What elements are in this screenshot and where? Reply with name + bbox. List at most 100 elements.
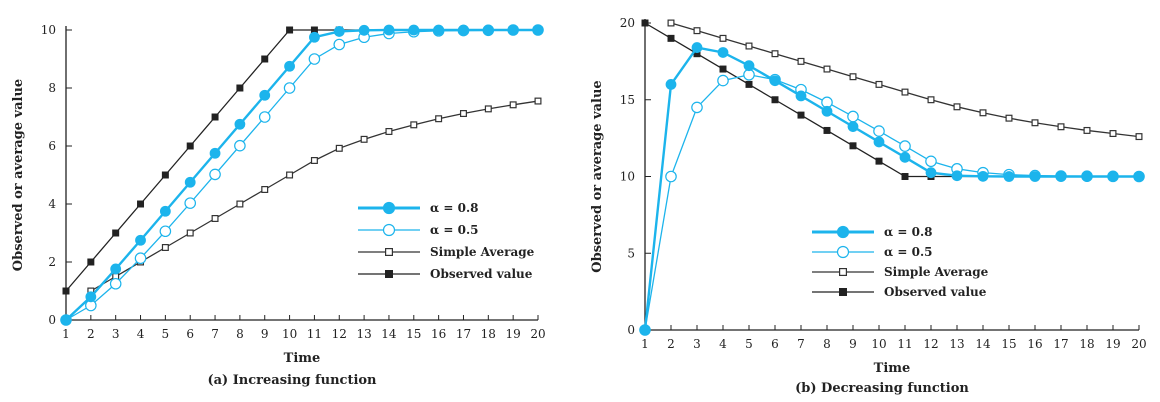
data-point (899, 140, 911, 152)
data-point (258, 111, 271, 123)
data-point (849, 142, 857, 150)
data-point (769, 75, 781, 87)
y-tick-label: 10 (620, 170, 635, 184)
y-axis-label: Observed or average value (11, 79, 26, 271)
y-tick-label: 6 (48, 139, 56, 153)
x-tick-label: 11 (307, 327, 322, 341)
data-point (667, 34, 675, 42)
data-point (60, 314, 72, 326)
x-tick-label: 13 (356, 327, 371, 341)
data-point (209, 147, 221, 159)
x-tick-label: 20 (1131, 337, 1146, 351)
x-tick-label: 11 (897, 337, 912, 351)
y-tick-label: 5 (627, 246, 635, 260)
data-point (234, 118, 246, 130)
data-point (135, 234, 146, 246)
chart-caption: (a) Increasing function (207, 373, 377, 388)
data-point (134, 252, 147, 265)
x-tick-label: 9 (849, 337, 857, 351)
y-tick-label: 2 (48, 255, 56, 269)
x-tick-label: 15 (1001, 337, 1016, 351)
data-point (333, 26, 345, 37)
data-point (458, 24, 469, 36)
series-observed-value (641, 19, 1143, 180)
data-point (408, 24, 420, 36)
x-axis-label: Time (874, 361, 911, 376)
series-line (644, 22, 1139, 178)
data-point (639, 324, 651, 336)
y-axis-label: Observed or average value (590, 80, 605, 272)
x-tick-label: 5 (745, 337, 753, 351)
data-point (1135, 133, 1143, 141)
series--0-8 (639, 42, 1145, 336)
legend-label: Observed value (884, 285, 987, 299)
data-point (1133, 171, 1145, 182)
y-tick-label: 15 (620, 93, 635, 107)
data-point (641, 19, 649, 27)
legend-label: Simple Average (884, 265, 989, 279)
x-tick-label: 1 (641, 337, 649, 351)
y-tick-label: 0 (627, 323, 635, 337)
x-tick-label: 20 (530, 327, 545, 341)
legend-marker (385, 248, 394, 257)
x-tick-label: 6 (186, 327, 194, 341)
x-tick-label: 3 (112, 327, 120, 341)
legend-label: Simple Average (430, 245, 535, 259)
x-tick-label: 13 (949, 337, 964, 351)
data-point (509, 101, 517, 109)
x-tick-label: 18 (481, 327, 496, 341)
data-point (159, 225, 172, 238)
x-tick-label: 12 (923, 337, 938, 351)
data-point (383, 24, 395, 36)
data-point (211, 113, 219, 121)
data-point (507, 24, 519, 36)
data-point (358, 24, 370, 36)
x-tick-label: 18 (1079, 337, 1094, 351)
data-point (875, 157, 883, 165)
data-point (771, 50, 779, 58)
data-point (184, 197, 197, 209)
x-tick-label: 6 (771, 337, 779, 351)
data-point (234, 139, 246, 152)
data-point (184, 176, 196, 188)
y-tick-label: 10 (41, 23, 56, 37)
data-point (534, 97, 542, 105)
x-tick-label: 14 (975, 337, 991, 351)
data-point (87, 258, 95, 266)
x-tick-label: 8 (823, 337, 831, 351)
data-point (745, 42, 753, 50)
data-point (745, 80, 753, 88)
data-point (161, 171, 169, 179)
data-point (186, 142, 194, 150)
chart-caption: (b) Decreasing function (795, 381, 969, 396)
x-axis-label: Time (284, 351, 321, 366)
data-point (1005, 114, 1013, 122)
x-tick-label: 14 (381, 327, 397, 341)
data-point (1003, 171, 1015, 182)
data-point (410, 121, 418, 129)
data-point (159, 205, 171, 217)
data-point (823, 65, 831, 73)
legend-label: Observed value (430, 267, 533, 281)
data-point (1031, 119, 1039, 127)
data-point (901, 173, 909, 180)
x-tick-label: 10 (871, 337, 886, 351)
data-point (925, 167, 937, 179)
data-point (435, 115, 443, 123)
x-tick-label: 3 (693, 337, 701, 351)
x-tick-label: 4 (137, 327, 145, 341)
data-point (1107, 171, 1119, 182)
legend-marker (836, 245, 850, 259)
x-tick-label: 8 (236, 327, 244, 341)
data-point (1109, 130, 1117, 138)
data-point (1055, 171, 1067, 182)
data-point (979, 109, 987, 117)
legend-label: α = 0.5 (430, 223, 479, 237)
data-point (925, 155, 937, 168)
data-point (284, 60, 295, 72)
data-point (797, 57, 805, 65)
data-point (665, 170, 677, 183)
y-tick-label: 20 (620, 16, 635, 30)
data-point (1057, 123, 1065, 131)
